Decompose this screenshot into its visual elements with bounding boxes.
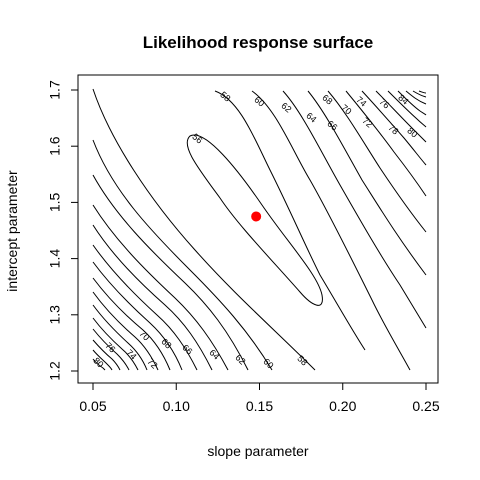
contour-line xyxy=(345,90,427,197)
contour-label: 68 xyxy=(320,92,334,106)
contour-label: 72 xyxy=(360,115,374,129)
contour-label: 70 xyxy=(339,102,353,116)
x-tick-label: 0.25 xyxy=(412,398,439,414)
contour-label: 60 xyxy=(252,94,266,108)
contour-line xyxy=(92,244,198,371)
contour-line xyxy=(92,224,213,371)
contour-line xyxy=(92,174,249,371)
contour-label: 80 xyxy=(91,355,105,369)
contour-line xyxy=(418,90,427,94)
likelihood-maximum-point xyxy=(251,211,262,222)
contour-label: 60 xyxy=(261,356,275,370)
contour-line xyxy=(92,277,171,371)
contour-label: 80 xyxy=(405,125,419,139)
contour-label: 76 xyxy=(377,96,391,110)
contour-label: 78 xyxy=(386,122,400,136)
contour-label: 56 xyxy=(190,131,204,145)
contour-label: 74 xyxy=(124,347,138,361)
contour-line xyxy=(92,204,229,371)
contour-line xyxy=(186,134,323,306)
contour-line xyxy=(92,339,121,371)
contour-line xyxy=(307,90,427,276)
contour-label: 58 xyxy=(295,353,309,367)
plot-area: 0.05 0.10 0.15 0.20 0.25 1.2 1.3 1.4 1.5 1.6 1.7 80… xyxy=(47,74,440,414)
y-tick-label: 1.2 xyxy=(47,361,63,381)
contour-label: 74 xyxy=(354,94,368,108)
x-tick-label: 0.15 xyxy=(246,398,273,414)
contour-line xyxy=(412,90,427,98)
x-axis-label: slope parameter xyxy=(207,443,309,459)
y-tick-label: 1.5 xyxy=(47,192,63,212)
contour-label: 84 xyxy=(396,92,410,106)
contour-lines xyxy=(92,88,427,371)
contour-line xyxy=(92,317,139,371)
y-tick-label: 1.4 xyxy=(47,249,63,269)
contour-line xyxy=(282,90,427,329)
x-tick-label: 0.10 xyxy=(163,398,190,414)
contour-line xyxy=(327,90,427,233)
contour-line xyxy=(92,349,113,371)
contour-line xyxy=(92,304,148,371)
contour-line xyxy=(214,90,366,351)
x-tick-label: 0.05 xyxy=(79,398,106,414)
contour-line xyxy=(387,90,427,128)
contour-line xyxy=(405,90,427,105)
contour-line xyxy=(92,261,183,371)
contour-line xyxy=(251,90,411,371)
plot-frame xyxy=(77,74,439,384)
contour-line xyxy=(397,90,427,116)
chart-title: Likelihood response surface xyxy=(143,33,374,52)
contour-label: 64 xyxy=(207,347,221,361)
y-tick-label: 1.7 xyxy=(47,80,63,100)
contour-line xyxy=(92,358,106,371)
y-tick-label: 1.3 xyxy=(47,305,63,325)
contour-line xyxy=(92,291,159,371)
contour-label: 58 xyxy=(218,89,232,103)
x-tick-label: 0.20 xyxy=(329,398,356,414)
y-axis-label: intercept parameter xyxy=(4,170,20,292)
contour-line xyxy=(92,328,130,371)
contour-label: 64 xyxy=(304,110,318,124)
contour-line xyxy=(375,90,427,143)
contour-line xyxy=(92,139,273,371)
contour-line xyxy=(92,88,316,371)
contour-label: 66 xyxy=(325,118,339,132)
y-tick-label: 1.6 xyxy=(47,136,63,156)
contour-label: 70 xyxy=(137,328,151,342)
contour-label: 62 xyxy=(279,100,293,114)
contour-line xyxy=(361,90,427,166)
